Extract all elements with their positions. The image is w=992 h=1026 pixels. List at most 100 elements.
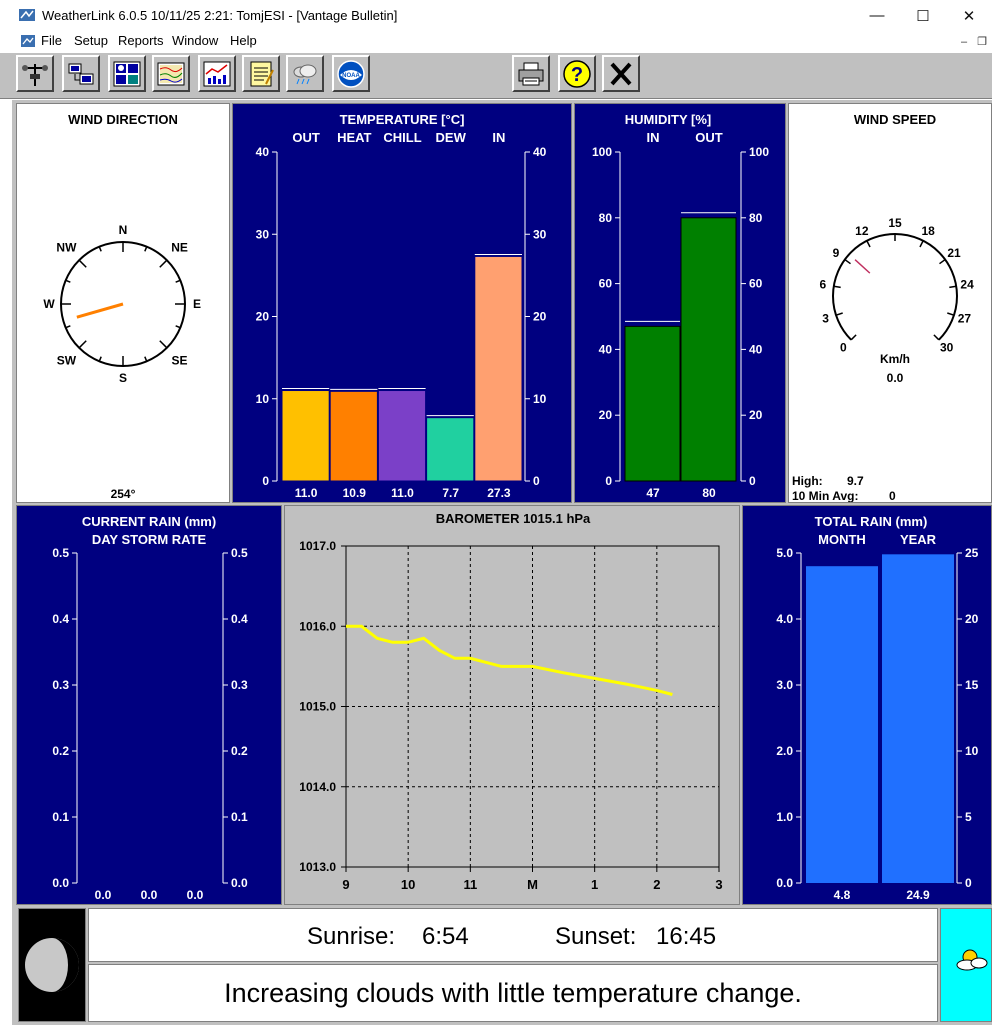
minimize-button[interactable]: — (869, 7, 885, 24)
total-rain-right-tick-label: 25 (965, 546, 979, 560)
wind-compass: N NE E SE S SW W NW 254° (43, 223, 201, 501)
barometer-title: BAROMETER 1015.1 hPa (436, 511, 591, 526)
compass-label-nw: NW (56, 240, 77, 254)
download-button[interactable] (62, 55, 100, 92)
barometer-y-label: 1013.0 (299, 860, 336, 874)
moon-phase-panel (18, 908, 86, 1022)
sunset-label: Sunset: (555, 923, 637, 950)
temperature-value-label: 7.7 (442, 486, 459, 500)
noaa-button[interactable]: NOAA (332, 55, 370, 92)
total-rain-left-tick-label: 0.0 (776, 876, 793, 890)
wind-speed-scale-label: 3 (822, 312, 829, 326)
temperature-panel: TEMPERATURE [°C] OUT HEAT CHILL DEW IN 0 10 20… (232, 103, 572, 503)
maximize-button[interactable]: ☐ (916, 7, 930, 25)
humidity-right-tick-label: 0 (749, 474, 756, 488)
current-rain-title: CURRENT RAIN (mm) (82, 514, 216, 529)
temperature-category-label: DEW (436, 130, 467, 145)
temperature-bar-out (281, 390, 330, 482)
humidity-left-tick-label: 0 (605, 474, 612, 488)
mdi-minimize-button[interactable]: – (960, 35, 968, 48)
menu-reports[interactable]: Reports (118, 33, 164, 48)
wind-speed-tick (947, 312, 955, 316)
total-rain-right-tick-label: 5 (965, 810, 972, 824)
total-rain-value-label: 4.8 (834, 888, 851, 902)
exit-button[interactable] (602, 55, 640, 92)
wind-speed-scale: 0 3 6 9 12 15 18 21 24 27 30 (820, 216, 975, 355)
current-rain-left-tick-label: 0.3 (52, 678, 69, 692)
forecast-panel: Increasing clouds with little temperatur… (88, 964, 938, 1022)
wind-speed-scale-label: 30 (940, 341, 954, 355)
wind-speed-tick (850, 334, 857, 341)
bulletin-button[interactable] (108, 55, 146, 92)
notes-button[interactable] (242, 55, 280, 92)
temperature-bars (281, 253, 523, 482)
weather-clouds-button[interactable] (286, 55, 324, 92)
menu-window[interactable]: Window (172, 33, 219, 48)
humidity-axes: 0 20 40 60 80 100 0 20 40 60 80 100 (592, 145, 769, 488)
station-button[interactable] (16, 55, 54, 92)
total-rain-category-label: MONTH (818, 532, 866, 547)
total-rain-values: 4.8 24.9 (834, 888, 930, 902)
temperature-left-tick-label: 0 (262, 474, 269, 488)
compass-tick (65, 325, 71, 329)
barometer-y-label: 1017.0 (299, 539, 336, 553)
mdi-restore-button[interactable]: ❐ (977, 36, 987, 48)
wind-speed-gauge: WIND SPEED 0 3 6 9 12 15 18 21 24 27 30 Km/h 0.0 H… (792, 112, 975, 502)
temperature-value-label: 11.0 (391, 486, 414, 500)
toolbar (0, 52, 992, 99)
total-rain-bar-year (882, 554, 954, 883)
menu-setup[interactable]: Setup (74, 33, 108, 48)
strip-chart-button[interactable] (152, 55, 190, 92)
wind-speed-tick (949, 285, 957, 289)
forecast-icon-panel (940, 908, 992, 1022)
sunrise-label: Sunrise: (307, 923, 396, 950)
humidity-bars (624, 212, 737, 482)
compass-tick (159, 259, 168, 268)
wind-speed-scale-label: 0 (840, 341, 847, 355)
barometer-x-label: 2 (653, 877, 660, 892)
barometer-y-label: 1015.0 (299, 700, 336, 714)
current-rain-left-tick-label: 0.5 (52, 546, 69, 560)
compass-tick (98, 246, 102, 252)
wind-speed-scale-label: 12 (855, 224, 869, 238)
temperature-chart: TEMPERATURE [°C] OUT HEAT CHILL DEW IN 0 10 20… (256, 112, 547, 500)
wind-speed-scale-label: 21 (947, 246, 961, 260)
total-rain-panel: TOTAL RAIN (mm) MONTH YEAR 0.0 1.0 2.0 3.0 4.… (742, 505, 992, 905)
total-rain-left-tick-label: 3.0 (776, 678, 793, 692)
exit-icon (610, 62, 632, 85)
plot-button[interactable] (198, 55, 236, 92)
temperature-category-label: CHILL (383, 130, 421, 145)
station-icon (22, 63, 48, 86)
mdi-document-icon[interactable] (20, 34, 36, 48)
temperature-right-tick-label: 30 (533, 227, 547, 241)
humidity-title: HUMIDITY [%] (625, 112, 711, 127)
wind-speed-scale-label: 24 (960, 278, 974, 292)
weatherlink-app-icon[interactable] (18, 7, 36, 23)
humidity-bar-out (680, 217, 737, 482)
sunrise-time: 6:54 (422, 923, 469, 950)
temperature-category-label: OUT (292, 130, 320, 145)
barometer-y-labels: 1013.0 1014.0 1015.0 1016.0 1017.0 (299, 539, 336, 874)
compass-tick (144, 356, 148, 362)
temperature-bar-in (474, 255, 523, 482)
menu-help[interactable]: Help (230, 33, 257, 48)
wind-high-label: High: (792, 474, 823, 488)
wind-avg-label: 10 Min Avg: (792, 489, 858, 502)
wind-speed-panel: WIND SPEED 0 3 6 9 12 15 18 21 24 27 30 Km/h 0.0 H… (788, 103, 992, 503)
menu-file[interactable]: File (41, 33, 62, 48)
help-button[interactable]: ? (558, 55, 596, 92)
current-rain-left-tick-label: 0.0 (52, 876, 69, 890)
humidity-chart: HUMIDITY [%] IN OUT 0 20 40 60 80 100 0 20 40 60 80… (592, 112, 769, 500)
humidity-right-tick-label: 80 (749, 211, 763, 225)
humidity-left-tick-label: 60 (599, 277, 613, 291)
temperature-right-tick-label: 40 (533, 145, 547, 159)
temperature-right-tick-label: 20 (533, 310, 547, 324)
download-icon (68, 63, 94, 84)
current-rain-values: 0.0 0.0 0.0 (95, 888, 204, 902)
compass-label-sw: SW (57, 354, 77, 368)
close-window-button[interactable]: ✕ (962, 7, 976, 25)
temperature-value-label: 10.9 (343, 486, 367, 500)
current-rain-right-tick-label: 0.0 (231, 876, 248, 890)
wind-direction-panel: WIND DIRECTION N NE E SE S SW W NW 254° (16, 103, 230, 503)
print-button[interactable] (512, 55, 550, 92)
